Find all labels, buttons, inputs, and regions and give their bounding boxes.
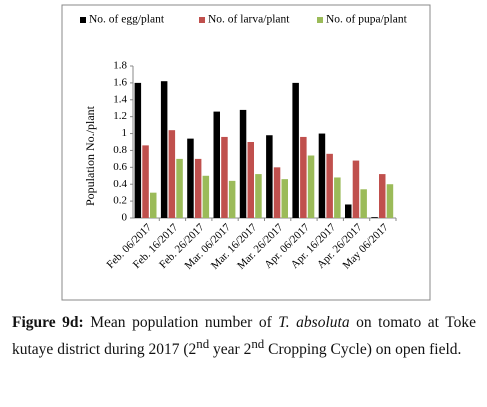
superscript: nd <box>196 336 210 351</box>
bar <box>300 136 307 218</box>
y-tick-label: 1.6 <box>113 76 127 88</box>
y-tick-label: 1.8 <box>113 60 127 72</box>
y-tick-label: 1 <box>122 127 128 139</box>
caption-text: year 2 <box>209 341 252 359</box>
bar <box>307 155 315 218</box>
legend-swatch <box>317 17 323 23</box>
bar <box>326 153 333 218</box>
bar <box>194 158 202 218</box>
bar <box>371 217 378 218</box>
species: T. absoluta <box>278 314 350 331</box>
bar <box>360 189 367 218</box>
bar <box>213 111 220 218</box>
y-tick-label: 0.6 <box>113 161 127 173</box>
caption-text: on tomato at Toke kutaye district during… <box>12 314 476 359</box>
y-tick-label: 1.2 <box>113 110 127 122</box>
bar <box>239 109 247 218</box>
bar <box>255 174 262 218</box>
bar <box>281 179 288 218</box>
y-tick-label: 1.4 <box>113 93 127 105</box>
bar <box>176 158 183 218</box>
y-axis-label: Population No./plant <box>83 105 97 206</box>
bar <box>352 160 360 218</box>
bar <box>334 177 341 218</box>
bar <box>202 175 210 218</box>
chart: Population No./plant 0 0.2 0.4 0.6 0.8 1 1.2 1.… <box>61 4 431 301</box>
bar <box>142 145 149 218</box>
bar <box>221 136 228 218</box>
y-tick-label: 0.8 <box>113 144 127 156</box>
bar <box>318 133 326 218</box>
legend-label: No. of pupa/plant <box>326 14 408 26</box>
bar <box>273 167 281 218</box>
bar <box>228 180 236 218</box>
bar <box>386 184 394 218</box>
superscript: nd <box>251 336 265 351</box>
bar <box>379 174 386 218</box>
bar <box>345 204 352 218</box>
bar <box>134 82 142 218</box>
y-tick-label: 0.2 <box>113 195 127 207</box>
bar <box>150 192 157 218</box>
bar <box>247 142 254 218</box>
bar <box>266 135 273 218</box>
legend-label: No. of larva/plant <box>208 14 290 26</box>
bar <box>160 81 168 218</box>
caption-text: Mean population number of <box>83 314 279 331</box>
legend-swatch <box>199 17 205 23</box>
caption: Figure 9d: Mean population number of T. … <box>12 312 476 360</box>
legend-label: No. of egg/plant <box>89 14 165 26</box>
y-tick-label: 0.4 <box>113 178 127 190</box>
bar <box>168 130 176 218</box>
bar <box>187 138 194 218</box>
legend-swatch <box>80 17 86 23</box>
caption-text: Cropping Cycle) on open field. <box>264 341 462 359</box>
y-tick-label: 0 <box>122 212 128 224</box>
caption-label: Figure 9d: <box>12 314 84 331</box>
bar <box>292 82 299 218</box>
